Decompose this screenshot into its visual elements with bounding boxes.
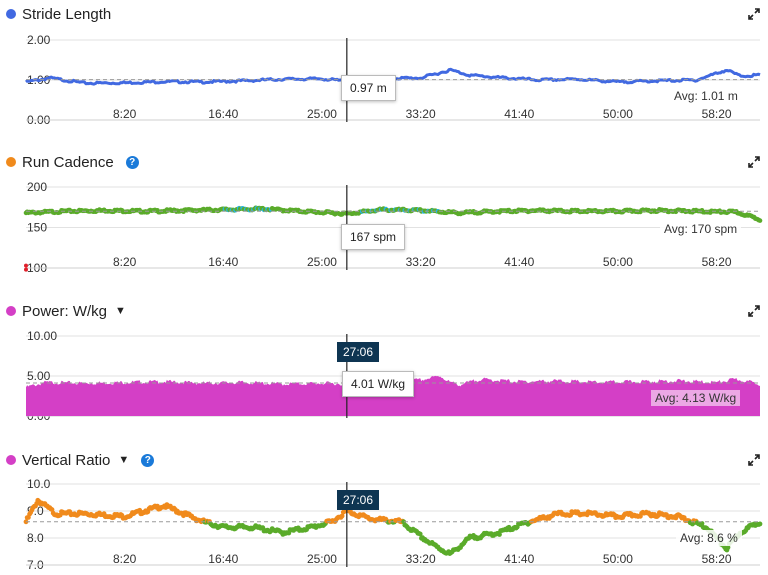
ratio-point — [339, 513, 345, 519]
stride-x-tick-label: 41:40 — [504, 107, 534, 121]
ratio-x-tick-label: 58:20 — [702, 552, 732, 566]
cadence-x-tick-label: 8:20 — [113, 255, 137, 269]
question-circle-icon[interactable]: ? — [141, 453, 155, 467]
ratio-y-tick-label: 8.0 — [27, 531, 44, 545]
expand-arrows-icon[interactable] — [748, 156, 760, 168]
cadence-y-tick-label: 150 — [27, 221, 47, 235]
stride-title-row: Stride Length — [6, 4, 111, 24]
ratio-point — [497, 532, 502, 537]
power-y-tick-label: 5.00 — [27, 369, 51, 383]
ratio-point — [757, 521, 763, 527]
power-avg-label: Avg: 4.13 W/kg — [651, 390, 741, 406]
ratio-title-row: Vertical Ratio ▼ ? — [6, 450, 155, 470]
ratio-x-tick-label: 50:00 — [603, 552, 633, 566]
stride-tooltip: 0.97 m — [341, 75, 396, 101]
cadence-title-row: Run Cadence ? — [6, 152, 139, 172]
cadence-x-tick-label: 50:00 — [603, 255, 633, 269]
question-circle-icon[interactable]: ? — [125, 155, 139, 169]
power-legend-dot — [6, 306, 16, 316]
expand-arrows-icon[interactable] — [748, 454, 760, 466]
cadence-x-tick-label: 33:20 — [406, 255, 436, 269]
power-title-row: Power: W/kg ▼ — [6, 301, 126, 321]
power-tooltip: 4.01 W/kg — [342, 371, 415, 397]
ratio-point — [725, 545, 731, 550]
cadence-point — [757, 218, 763, 223]
power-title[interactable]: Power: W/kg — [22, 302, 108, 320]
ratio-x-tick-label: 33:20 — [406, 552, 436, 566]
caret-down-icon[interactable]: ▼ — [115, 305, 126, 317]
run-cadence-panel: Run Cadence ? — [0, 148, 768, 288]
expand-arrows-icon[interactable] — [748, 8, 760, 20]
stride-x-tick-label: 8:20 — [113, 107, 137, 121]
stride-x-tick-label: 58:20 — [702, 107, 732, 121]
cadence-outlier-point — [24, 263, 28, 268]
power-time-badge: 27:06 — [337, 342, 380, 362]
ratio-x-tick-label: 8:20 — [113, 552, 137, 566]
stride-title: Stride Length — [22, 5, 112, 23]
ratio-legend-dot — [6, 455, 16, 465]
cadence-title: Run Cadence — [22, 153, 114, 171]
stride-x-tick-label: 33:20 — [406, 107, 436, 121]
cadence-x-tick-label: 25:00 — [307, 255, 337, 269]
power-panel: Power: W/kg ▼ — [0, 297, 768, 437]
ratio-x-tick-label: 25:00 — [307, 552, 337, 566]
ratio-x-tick-label: 41:40 — [504, 552, 534, 566]
cadence-avg-label: Avg: 170 spm — [660, 221, 742, 237]
expand-arrows-icon[interactable] — [748, 305, 760, 317]
power-y-tick-label: 10.00 — [27, 329, 57, 343]
ratio-x-tick-label: 16:40 — [208, 552, 238, 566]
cadence-x-tick-label: 16:40 — [208, 255, 238, 269]
ratio-point — [417, 531, 423, 537]
ratio-avg-label: Avg: 8.6 % — [676, 530, 742, 546]
caret-down-icon[interactable]: ▼ — [118, 454, 130, 466]
ratio-y-tick-label: 10.0 — [27, 477, 51, 491]
vertical-ratio-panel: Vertical Ratio ▼ ? — [0, 446, 768, 575]
stride-y-tick-label: 2.00 — [27, 33, 51, 47]
ratio-time-badge: 27:06 — [337, 490, 380, 510]
stride-x-tick-label: 16:40 — [208, 107, 238, 121]
cadence-tooltip: 167 spm — [341, 224, 406, 250]
cadence-x-tick-label: 58:20 — [702, 255, 732, 269]
cadence-y-tick-label: 200 — [27, 180, 47, 194]
ratio-point — [49, 507, 55, 512]
cadence-legend-dot — [6, 157, 16, 167]
stride-avg-label: Avg: 1.01 m — [670, 88, 742, 104]
stride-x-tick-label: 25:00 — [307, 107, 337, 121]
ratio-title[interactable]: Vertical Ratio — [22, 451, 111, 469]
cadence-x-tick-label: 41:40 — [504, 255, 534, 269]
stride-legend-dot — [6, 9, 16, 19]
cadence-outlier-point — [24, 267, 28, 272]
stride-length-panel: Stride Length — [0, 0, 768, 140]
stride-x-tick-label: 50:00 — [603, 107, 633, 121]
